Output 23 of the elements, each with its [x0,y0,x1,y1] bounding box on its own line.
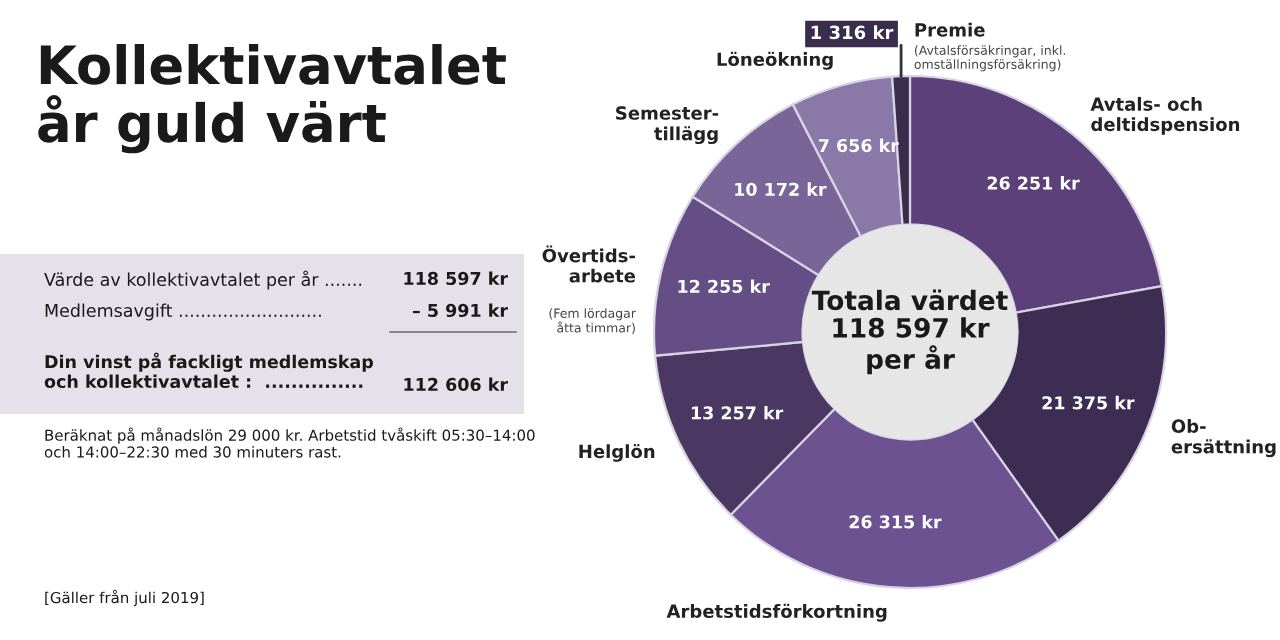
data-label: 1 316 kr [811,25,894,40]
slice-label: Semester- tillägg [616,106,719,145]
slice-label: Ob- ersättning [1171,419,1276,458]
slice-label: Premie [915,22,985,37]
data-label: 13 257 kr [691,405,784,420]
text: Kollektivavtalet år guld värt [38,44,506,154]
slice-label: Löneökning [717,51,833,70]
text: Din vinst på fackligt medlemskap och kollektivavtalet : ............... [44,352,373,389]
data-label: 26 251 kr [987,176,1080,190]
text: Medlemsavgift .......................... [45,303,321,321]
data-label: 21 375 kr [1042,395,1135,410]
text: 112 606 kr [404,377,508,392]
data-label: 12 255 kr [678,279,770,293]
text: 118 597 kr [404,271,508,286]
data-label: 10 172 kr [735,182,827,196]
slice-label: Avtals- och deltidspension [1090,96,1240,135]
data-label: 26 315 kr [849,514,942,529]
slice-label: Övertids- arbete [542,245,636,283]
text: Värde av kollektivavtalet per år ....... [44,270,362,290]
text: Totala värdet 118 597 kr per år [811,289,1008,375]
slice-label: Arbetstidsförkortning [666,603,887,622]
text: – 5 991 kr [412,303,508,318]
slice-label: Helglön [579,444,655,462]
